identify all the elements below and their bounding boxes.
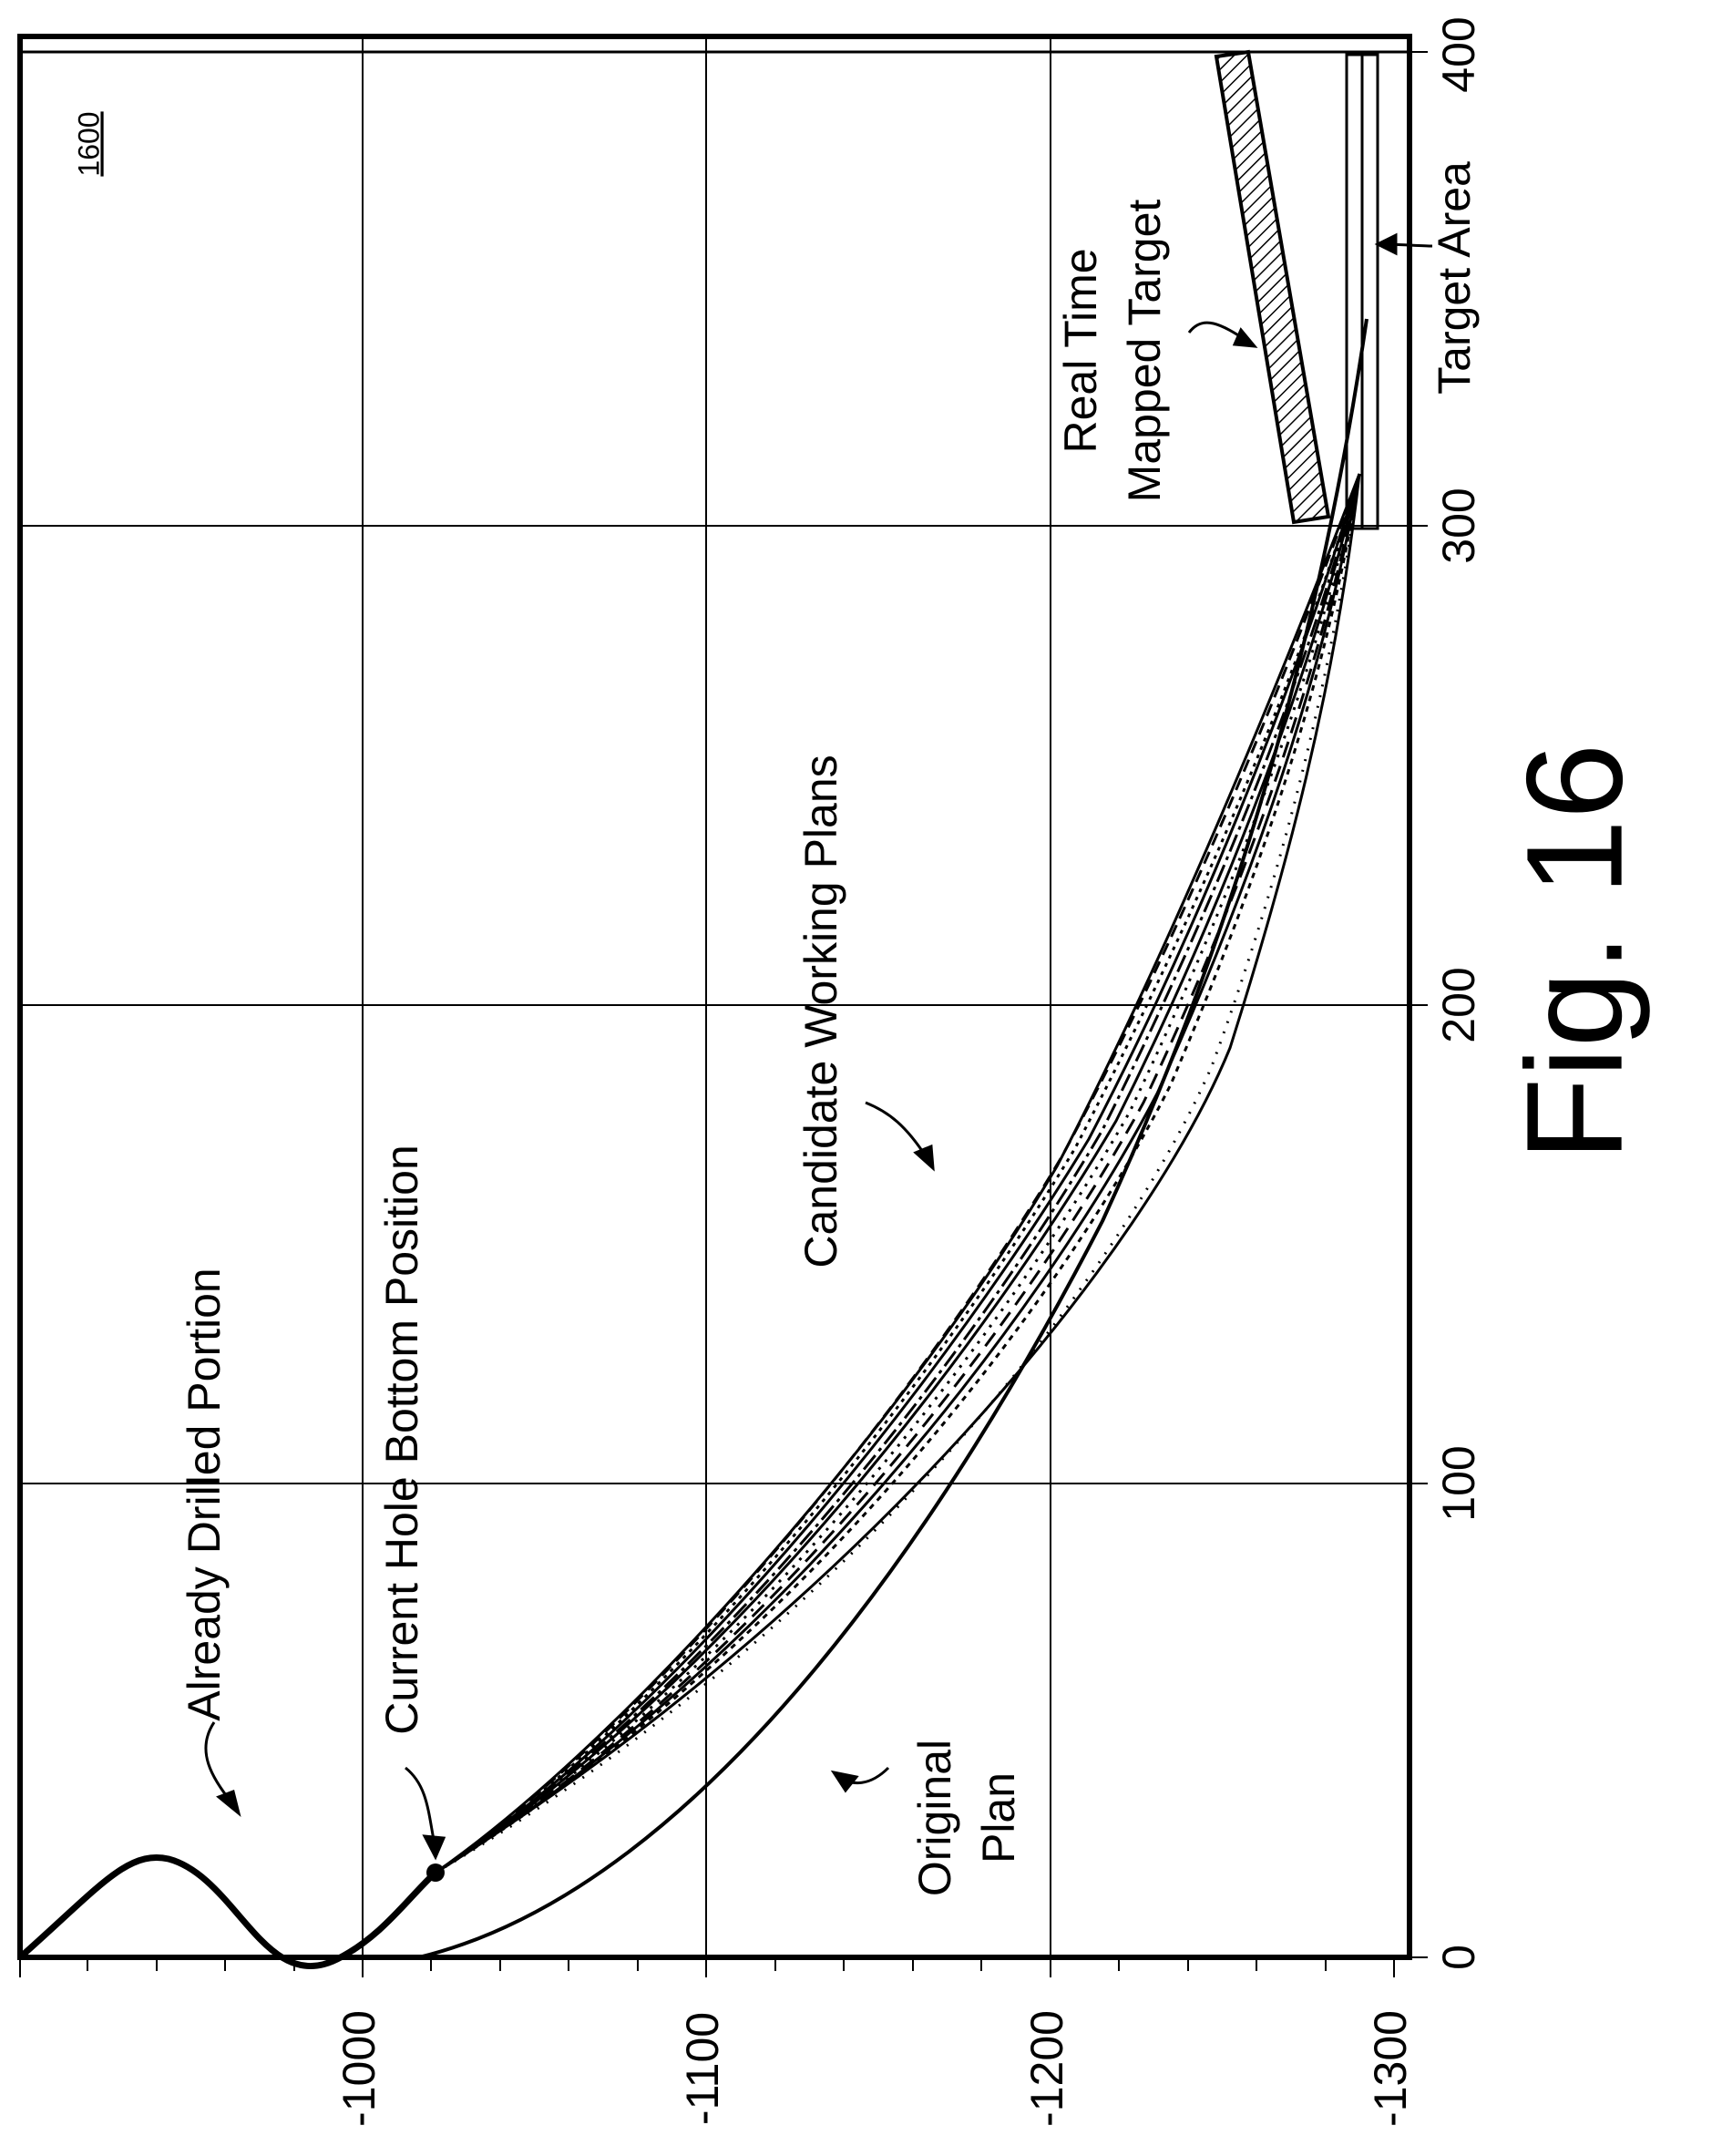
annotation-real-time-line1: Real Time bbox=[1055, 248, 1106, 453]
annotation-current-hole: Current Hole Bottom Position bbox=[376, 1145, 427, 1735]
x-axis-ticks bbox=[1410, 51, 1428, 1958]
real-time-mapped-target bbox=[1214, 49, 1331, 525]
already-drilled-path bbox=[17, 1854, 438, 1969]
x-tick-label: 100 bbox=[1433, 1445, 1484, 1521]
annotation-target-area: Target Area bbox=[1429, 161, 1480, 395]
x-tick-label: 0 bbox=[1433, 1945, 1484, 1970]
annotation-original-plan-line1: Original bbox=[909, 1740, 960, 1896]
y-tick-label: -1300 bbox=[1365, 2010, 1416, 2127]
annotation-arrows bbox=[204, 232, 1433, 1861]
x-tick-label: 400 bbox=[1433, 16, 1484, 92]
y-axis-ticks bbox=[19, 1957, 1395, 1977]
x-tick-label: 200 bbox=[1433, 967, 1484, 1042]
y-tick-label: -1000 bbox=[333, 2010, 384, 2127]
y-tick-label: -1100 bbox=[677, 2012, 728, 2125]
original-plan-path bbox=[418, 318, 1369, 1959]
figure-label: Fig. 16 bbox=[1498, 744, 1651, 1162]
annotation-candidate-plans: Candidate Working Plans bbox=[795, 755, 846, 1268]
annotation-already-drilled: Already Drilled Portion bbox=[179, 1268, 230, 1720]
reference-number: 1600 bbox=[72, 111, 105, 176]
candidate-plans bbox=[435, 473, 1361, 1874]
annotation-real-time-line2: Mapped Target bbox=[1119, 200, 1170, 503]
annotation-original-plan-line2: Plan bbox=[973, 1772, 1024, 1863]
trajectory-lines bbox=[17, 318, 1369, 1969]
target-area-box bbox=[1345, 53, 1379, 530]
plot-frame bbox=[17, 34, 1412, 1960]
current-hole-bottom-marker bbox=[426, 1863, 445, 1882]
y-tick-label: -1200 bbox=[1021, 2010, 1072, 2127]
x-tick-label: 300 bbox=[1433, 488, 1484, 563]
